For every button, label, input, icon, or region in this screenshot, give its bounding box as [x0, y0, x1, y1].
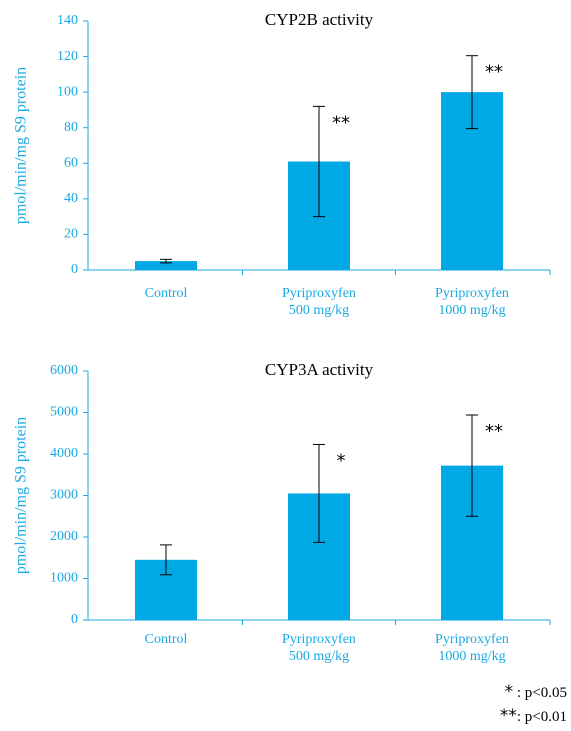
chart2-y-tick-label: 3000	[50, 488, 78, 503]
chart1-y-tick-label: 80	[64, 120, 78, 135]
chart1-category-label-2: 500 mg/kg	[289, 303, 349, 318]
chart2-y-axis-label: pmol/min/mg S9 protein	[13, 417, 30, 574]
chart1-category-label-3: 1000 mg/kg	[438, 303, 505, 318]
chart1-significance-2: **	[332, 112, 350, 133]
chart1-y-tick-label: 120	[57, 49, 78, 64]
chart2-category-label-2: Pyriproxyfen	[282, 632, 356, 647]
legend-double: **: p<0.01	[500, 706, 567, 726]
legend-double-text: : p<0.01	[516, 709, 567, 725]
chart2-category-label-1: Control	[145, 632, 188, 647]
chart2-y-tick-label: 6000	[50, 363, 78, 378]
chart1-y-tick-label: 20	[64, 227, 78, 242]
chart2-title: CYP3A activity	[265, 360, 374, 379]
chart2-category-label-3: 1000 mg/kg	[438, 649, 505, 664]
chart1-y-tick-label: 140	[57, 13, 78, 28]
chart2-significance-2: *	[337, 450, 346, 471]
chart2-category-label-3: Pyriproxyfen	[435, 632, 509, 647]
legend-double-symbol: **	[499, 706, 517, 726]
chart1-y-tick-label: 0	[71, 262, 78, 277]
chart1-category-label-2: Pyriproxyfen	[282, 286, 356, 301]
chart2-category-label-2: 500 mg/kg	[289, 649, 349, 664]
chart2-significance-3: **	[485, 421, 503, 442]
chart1-title: CYP2B activity	[265, 10, 374, 29]
legend-single: * : p<0.05	[505, 682, 567, 702]
chart1-y-axis-label: pmol/min/mg S9 protein	[13, 67, 30, 224]
chart1-category-label-1: Control	[145, 286, 188, 301]
chart2-y-tick-label: 0	[71, 612, 78, 627]
chart1-significance-3: **	[485, 62, 503, 83]
chart2-y-tick-label: 1000	[50, 571, 78, 586]
chart2-y-tick-label: 4000	[50, 446, 78, 461]
legend-single-symbol: *	[504, 682, 514, 702]
chart1-category-label-3: Pyriproxyfen	[435, 286, 509, 301]
chart1-y-tick-label: 60	[64, 156, 78, 171]
chart2-y-tick-label: 2000	[50, 529, 78, 544]
legend-single-text: : p<0.05	[513, 685, 567, 701]
chart1-y-tick-label: 100	[57, 84, 78, 99]
chart1-y-tick-label: 40	[64, 191, 78, 206]
chart2-y-tick-label: 5000	[50, 405, 78, 420]
chart1-bar-1	[135, 261, 197, 270]
